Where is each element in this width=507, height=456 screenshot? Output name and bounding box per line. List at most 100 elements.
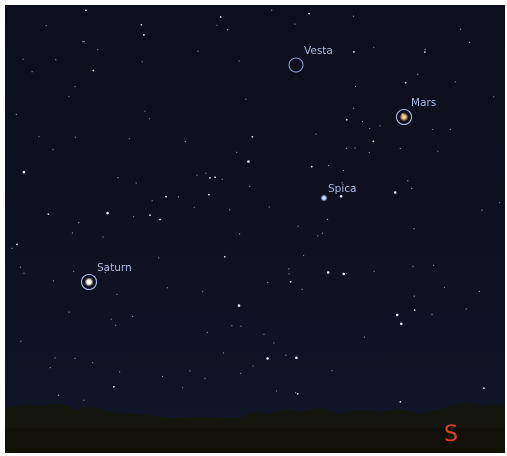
star [295,357,298,360]
star [328,165,329,166]
star [133,216,134,217]
star [141,24,143,26]
star [290,281,292,283]
star [294,24,295,25]
star [340,195,343,198]
star [374,271,375,272]
star [223,352,224,353]
star [327,219,328,220]
star [414,296,415,297]
star [53,280,54,281]
star [97,49,98,50]
star [362,121,363,122]
star [379,125,380,126]
star [149,214,151,216]
star [267,282,268,283]
star [396,314,399,317]
star [369,128,370,129]
star [493,96,494,97]
star [117,177,118,178]
star [167,287,168,288]
star [437,151,438,152]
star [479,291,480,292]
star [251,136,253,138]
star [346,119,348,121]
star [75,137,76,138]
star [289,273,290,274]
star [31,71,32,72]
star [364,337,365,338]
star [48,213,50,215]
star [295,392,296,393]
star [302,289,303,290]
star [417,74,418,75]
object-label[interactable]: Vesta [304,45,333,57]
star [239,233,240,234]
star [189,370,190,371]
star [113,386,115,388]
object-label[interactable]: Mars [411,97,436,109]
star [58,395,59,396]
star [252,365,253,366]
object-label[interactable]: Saturn [97,262,132,274]
star [208,194,210,196]
star [346,148,347,149]
star [196,175,197,176]
star [75,358,76,359]
mars[interactable] [400,113,409,122]
star [273,342,274,343]
star [400,148,401,149]
star [413,228,414,229]
object-label[interactable]: Spica [328,183,356,195]
star [483,387,485,389]
star [182,387,183,388]
star [129,138,130,139]
star [205,173,206,174]
star [178,196,179,197]
star [224,256,226,258]
star [450,129,451,130]
star [455,81,456,82]
star [84,41,85,42]
star [317,235,318,236]
star [20,267,21,268]
star [238,304,241,307]
star [247,160,250,163]
star [353,16,354,17]
star [322,233,323,234]
star [431,314,432,315]
star [23,171,26,174]
star [222,179,223,180]
star [315,134,316,135]
star [288,268,289,269]
star [144,111,145,112]
star [136,182,137,183]
star [353,51,355,53]
star [82,41,83,42]
star [159,219,161,221]
star [240,326,241,327]
star [266,357,269,360]
spica[interactable] [321,195,328,202]
star [142,61,143,62]
star [46,25,47,26]
star [205,378,206,379]
star [92,70,94,72]
star [425,49,426,50]
saturn[interactable] [85,278,94,287]
star [432,129,433,130]
star [23,273,24,274]
star [85,9,87,11]
star [50,367,51,368]
star [481,210,482,211]
star [72,232,73,233]
star [355,86,356,87]
star [346,273,347,274]
star [269,206,270,207]
star [202,291,203,292]
star [405,82,407,84]
star [263,334,264,335]
star [16,114,17,115]
star [285,355,286,356]
star [214,176,216,178]
